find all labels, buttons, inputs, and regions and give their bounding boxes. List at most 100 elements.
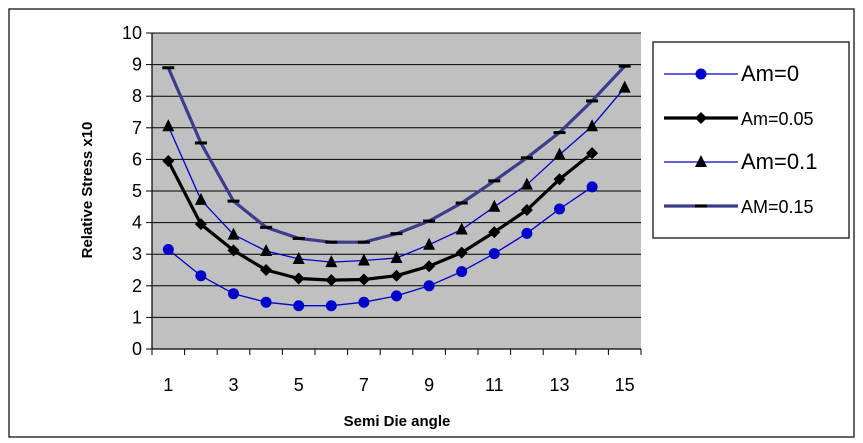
data-point: [260, 225, 273, 229]
data-point: [260, 264, 273, 276]
y-tick-label: 1: [132, 307, 142, 327]
legend-entry: AM=0.15: [664, 197, 814, 217]
data-point: [455, 246, 468, 259]
data-point: [162, 119, 175, 132]
legend-label: Am=0.05: [741, 109, 814, 129]
data-point: [194, 218, 207, 231]
y-tick-label: 5: [132, 181, 142, 201]
data-point: [325, 300, 337, 312]
data-point: [357, 240, 370, 244]
legend-label: Am=0: [741, 61, 799, 86]
data-point: [195, 270, 207, 282]
data-point: [553, 147, 566, 160]
data-point: [227, 199, 240, 203]
data-point: [293, 300, 305, 312]
data-point: [292, 236, 305, 240]
series-line: [166, 151, 594, 282]
data-point: [423, 219, 436, 223]
data-point: [520, 177, 533, 190]
data-point: [292, 272, 305, 285]
y-tick-label: 3: [132, 244, 142, 264]
y-tick-label: 4: [132, 213, 142, 233]
data-point: [194, 192, 207, 205]
legend-marker: [695, 204, 707, 208]
data-point: [390, 232, 403, 236]
x-tick-label: 9: [424, 375, 434, 395]
data-point: [520, 156, 533, 160]
data-point: [488, 226, 501, 239]
data-point: [586, 147, 599, 160]
data-point: [423, 260, 436, 273]
y-axis-title: Relative Stress x10: [79, 122, 96, 259]
series-1: [162, 181, 598, 312]
data-point: [228, 288, 239, 300]
data-point: [390, 269, 403, 282]
data-point: [488, 199, 501, 212]
data-point: [553, 131, 566, 135]
x-tick-label: 11: [485, 375, 504, 395]
data-point: [488, 179, 501, 183]
data-point: [325, 255, 338, 268]
legend-entry: Am=0.1: [664, 149, 817, 174]
data-point: [553, 173, 566, 186]
legend-entry: Am=0: [664, 61, 799, 86]
y-tick-label: 7: [132, 118, 142, 138]
legend-marker: [695, 112, 707, 124]
data-point: [325, 274, 338, 287]
y-tick-label: 8: [132, 86, 142, 106]
data-point: [357, 273, 370, 286]
x-tick-label: 5: [294, 375, 304, 395]
data-point: [357, 253, 370, 266]
legend-label: AM=0.15: [741, 197, 814, 217]
data-point: [325, 240, 338, 244]
data-point: [162, 154, 175, 167]
data-point: [521, 227, 533, 239]
series-3: [162, 80, 631, 268]
y-tick-label: 0: [132, 339, 142, 359]
data-point: [554, 203, 565, 215]
y-tick-label: 10: [122, 23, 142, 43]
data-point: [194, 141, 207, 145]
series-layer: [162, 64, 631, 312]
data-point: [586, 99, 599, 103]
data-point: [618, 80, 631, 93]
x-tick-label: 15: [615, 375, 635, 395]
y-tick-label: 9: [132, 55, 142, 75]
data-point: [423, 237, 436, 250]
legend-marker: [695, 68, 707, 80]
x-axis-title: Semi Die angle: [344, 413, 451, 430]
legend-entry: Am=0.05: [664, 109, 814, 129]
legend: Am=0 Am=0.05 Am=0.1 AM=0.15: [652, 41, 850, 239]
data-point: [618, 64, 631, 68]
legend-marker: [695, 155, 707, 167]
data-point: [358, 296, 370, 308]
data-point: [227, 244, 240, 257]
data-point: [260, 244, 273, 257]
data-point: [162, 66, 175, 70]
series-2: [162, 147, 599, 287]
x-tick-label: 13: [549, 375, 569, 395]
data-point: [391, 290, 402, 302]
data-point: [390, 250, 403, 263]
data-point: [260, 296, 272, 308]
data-point: [292, 251, 305, 264]
data-point: [455, 201, 468, 205]
data-point: [423, 280, 435, 292]
data-point: [456, 266, 468, 278]
x-tick-label: 7: [359, 375, 369, 395]
data-point: [520, 203, 533, 216]
x-tick-label: 3: [228, 375, 238, 395]
y-tick-label: 2: [132, 276, 142, 296]
x-tick-label: 1: [163, 375, 173, 395]
data-point: [488, 248, 500, 260]
y-tick-label: 6: [132, 149, 142, 169]
data-point: [162, 243, 174, 255]
data-point: [455, 222, 468, 235]
data-point: [586, 119, 599, 132]
data-point: [227, 227, 240, 240]
series-line: [167, 186, 593, 307]
data-point: [586, 181, 598, 193]
